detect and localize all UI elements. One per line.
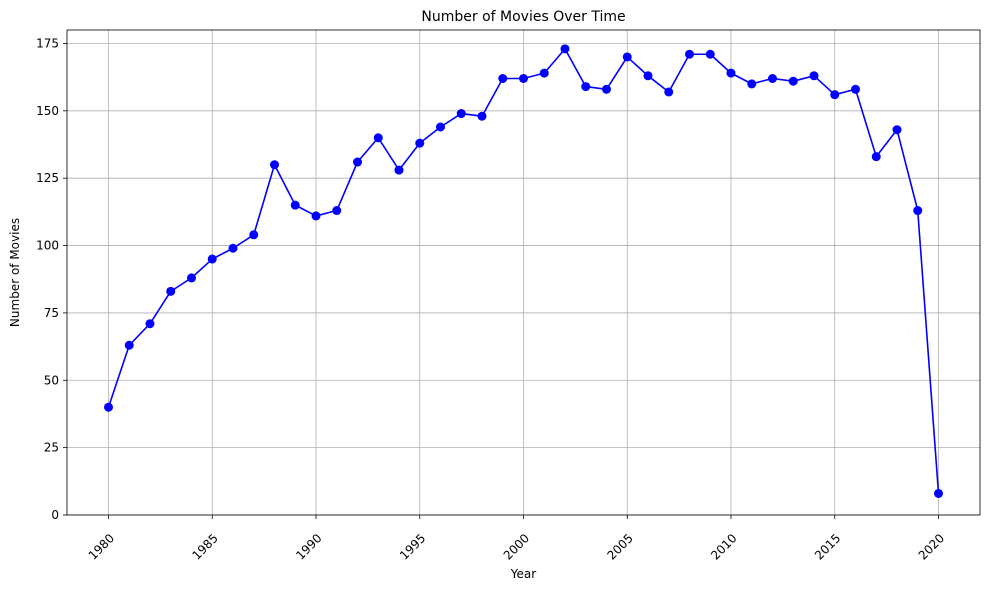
data-point — [124, 340, 134, 350]
data-point — [664, 87, 674, 97]
series-movies — [104, 44, 943, 498]
chart-title: Number of Movies Over Time — [421, 9, 625, 25]
data-point — [871, 152, 881, 162]
grid-lines — [67, 30, 980, 516]
data-point — [747, 79, 757, 89]
data-point — [290, 200, 300, 210]
data-point — [705, 49, 715, 59]
data-point — [373, 133, 383, 143]
data-point — [145, 319, 155, 329]
data-point — [560, 44, 570, 54]
data-point — [498, 74, 508, 83]
data-point — [249, 230, 259, 240]
data-point — [913, 206, 923, 216]
data-point — [415, 138, 425, 148]
data-point — [394, 165, 404, 175]
data-point — [934, 488, 943, 498]
data-point — [187, 273, 196, 283]
data-point — [228, 243, 238, 253]
y-axis-label: Number of Movies — [8, 218, 22, 327]
data-point — [436, 122, 445, 132]
data-point — [311, 211, 321, 221]
data-point — [456, 109, 466, 119]
data-point — [166, 286, 176, 296]
data-point — [726, 68, 736, 78]
data-point — [768, 74, 777, 83]
data-point — [788, 76, 798, 86]
y-tick-label: 125 — [36, 171, 59, 185]
data-point — [622, 52, 632, 62]
y-tick-label: 50 — [44, 373, 59, 387]
data-point — [207, 254, 217, 264]
x-axis-label: Year — [510, 567, 536, 581]
data-point — [519, 74, 528, 83]
data-point — [830, 90, 840, 100]
y-tick-label: 25 — [44, 441, 59, 455]
data-point — [104, 402, 113, 412]
data-point — [809, 71, 819, 81]
data-point — [892, 125, 902, 135]
data-point — [539, 68, 549, 78]
data-point — [851, 84, 860, 94]
y-tick-label: 100 — [36, 239, 59, 253]
data-point — [643, 71, 653, 81]
data-point — [270, 160, 279, 170]
data-point — [477, 111, 487, 121]
y-tick-label: 75 — [44, 306, 59, 320]
data-point — [353, 157, 362, 167]
data-point — [602, 84, 611, 94]
data-point — [581, 82, 591, 92]
data-point — [685, 49, 694, 59]
y-tick-label: 175 — [36, 36, 59, 50]
y-tick-label: 0 — [51, 508, 59, 522]
y-tick-label: 150 — [36, 104, 59, 118]
data-point — [332, 206, 342, 216]
